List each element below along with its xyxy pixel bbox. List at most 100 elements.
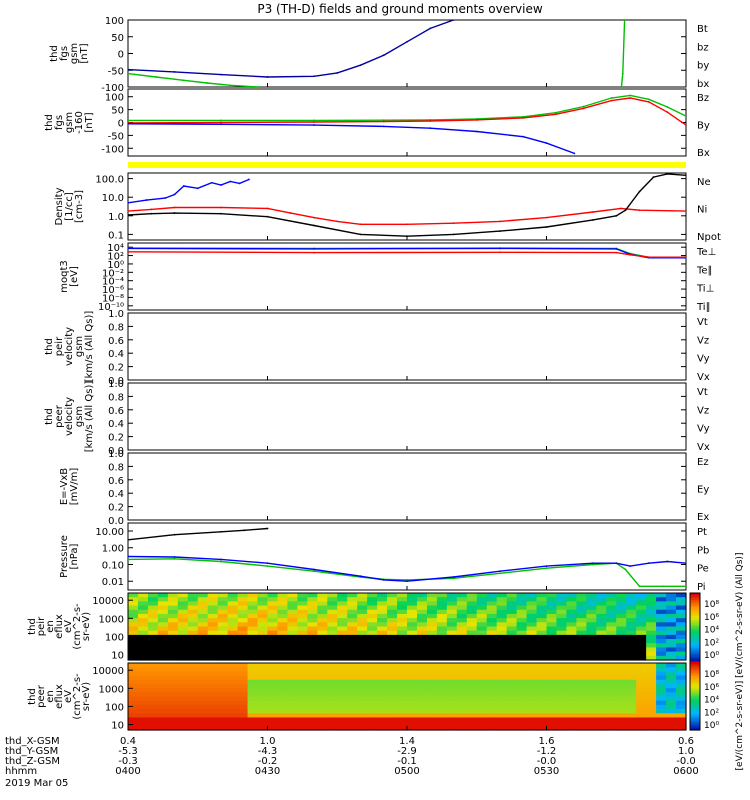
spectrogram-cell bbox=[636, 634, 647, 640]
spectrogram-cell bbox=[526, 704, 538, 710]
spectrogram-cell bbox=[516, 721, 528, 727]
legend-entry: Vz bbox=[697, 405, 709, 416]
panel-frame bbox=[127, 312, 687, 381]
data-point bbox=[229, 180, 232, 183]
spectrogram-cell bbox=[556, 679, 568, 685]
y-axis-label: (cm^2-s- bbox=[72, 673, 83, 720]
chart-title: P3 (TH-D) fields and ground moments over… bbox=[257, 2, 542, 16]
spectrogram-cell bbox=[446, 655, 458, 661]
spectrogram-cell bbox=[666, 709, 677, 714]
spectrogram-cell bbox=[506, 667, 518, 672]
data-point bbox=[313, 75, 315, 78]
spectrogram-cell bbox=[297, 613, 308, 619]
colorbar-cell bbox=[690, 700, 700, 704]
spectrogram-cell bbox=[207, 717, 219, 723]
spectrogram-cell bbox=[287, 688, 298, 693]
spectrogram-cell bbox=[347, 597, 358, 602]
spectrogram-cell bbox=[466, 605, 478, 611]
spectrogram-cell bbox=[407, 725, 418, 731]
spectrogram-cell bbox=[187, 688, 199, 693]
spectrogram-cell bbox=[317, 593, 328, 598]
spectrogram-cell bbox=[217, 700, 229, 706]
data-point bbox=[220, 184, 222, 186]
y-tick-label: 10⁻⁸ bbox=[102, 293, 124, 304]
spectrogram-cell bbox=[157, 634, 169, 640]
spectrogram-cell bbox=[416, 609, 428, 615]
spectrogram-cell bbox=[377, 626, 388, 632]
y-tick-label: 0.2 bbox=[108, 363, 124, 374]
spectrogram-cell bbox=[576, 663, 587, 668]
spectrogram-cell bbox=[646, 679, 657, 685]
data-point bbox=[220, 73, 222, 76]
spectrogram-cell bbox=[257, 626, 269, 632]
spectrogram-cell bbox=[446, 626, 458, 632]
spectrogram-cell bbox=[656, 704, 667, 710]
spectrogram-cell bbox=[676, 655, 687, 661]
spectrogram-cell bbox=[456, 663, 468, 668]
spectrogram-cell bbox=[317, 663, 328, 668]
spectrogram-cell bbox=[476, 663, 488, 668]
spectrogram-cell bbox=[636, 683, 647, 689]
spectrogram-cell bbox=[217, 679, 229, 685]
spectrogram-cell bbox=[367, 663, 378, 668]
spectrogram-cell bbox=[496, 696, 508, 702]
y-tick-label: 0.8 bbox=[108, 322, 124, 333]
spectrogram-cell bbox=[147, 601, 159, 607]
spectrogram-cell bbox=[128, 622, 139, 628]
spectrogram-cell bbox=[307, 721, 318, 727]
spectrogram-cell bbox=[636, 692, 647, 698]
spectrogram-cell bbox=[516, 725, 528, 731]
spectrogram-cell bbox=[287, 667, 298, 672]
spectrogram-cell bbox=[526, 721, 538, 727]
data-point bbox=[266, 207, 269, 210]
colorbar-cell bbox=[690, 661, 700, 665]
spectrogram-cell bbox=[626, 618, 637, 623]
spectrogram-cell bbox=[327, 683, 338, 689]
spectrogram-cell bbox=[247, 675, 259, 681]
colorbar-cell bbox=[690, 704, 700, 708]
spectrogram-cell bbox=[596, 643, 607, 649]
spectrogram-cell bbox=[536, 700, 548, 706]
spectrogram-cell bbox=[317, 605, 328, 611]
spectrogram-cell bbox=[486, 618, 498, 623]
spectrogram-cell bbox=[446, 609, 458, 615]
spectrogram-cell bbox=[426, 725, 438, 731]
spectrogram-cell bbox=[297, 655, 308, 661]
spectrogram-cell bbox=[476, 709, 488, 714]
spectrogram-cell bbox=[676, 709, 687, 714]
spectrogram-cell bbox=[506, 634, 518, 640]
spectrogram-cell bbox=[287, 630, 298, 636]
data-point bbox=[554, 111, 557, 114]
spectrogram-cell bbox=[327, 667, 338, 672]
spectrogram-cell bbox=[526, 597, 538, 602]
spectrogram-cell bbox=[128, 593, 139, 598]
colorbar-cell bbox=[690, 718, 700, 722]
spectrogram-cell bbox=[297, 630, 308, 636]
spectrogram-cell bbox=[646, 721, 657, 727]
spectrogram-cell bbox=[456, 709, 468, 714]
spectrogram-cell bbox=[516, 663, 528, 668]
spectrogram-cell bbox=[267, 643, 279, 649]
colorbar-cell bbox=[690, 679, 700, 683]
spectrogram-cell bbox=[636, 622, 647, 628]
x-axis-row-label: thd_Z-GSM bbox=[5, 756, 60, 767]
spectrogram-cell bbox=[287, 647, 298, 653]
spectrogram-cell bbox=[277, 692, 289, 698]
spectrogram-cell bbox=[476, 679, 488, 685]
spectrogram-cell bbox=[586, 655, 597, 661]
spectrogram-cell bbox=[128, 630, 139, 636]
spectrogram-cell bbox=[347, 647, 358, 653]
colorbar-cell bbox=[690, 631, 700, 635]
spectrogram-cell bbox=[436, 667, 448, 672]
colorbar-cell bbox=[690, 675, 700, 679]
spectrogram-cell bbox=[566, 655, 577, 661]
spectrogram-cell bbox=[526, 675, 538, 681]
spectrogram-cell bbox=[576, 651, 587, 657]
y-tick-label: 0.10 bbox=[102, 560, 124, 571]
spectrogram-cell bbox=[367, 609, 378, 615]
spectrogram-cell bbox=[656, 663, 667, 668]
colorbar-cell bbox=[690, 656, 700, 660]
spectrogram-cell bbox=[506, 704, 518, 710]
spectrogram-cell bbox=[486, 593, 498, 598]
panel-frame bbox=[127, 452, 687, 521]
